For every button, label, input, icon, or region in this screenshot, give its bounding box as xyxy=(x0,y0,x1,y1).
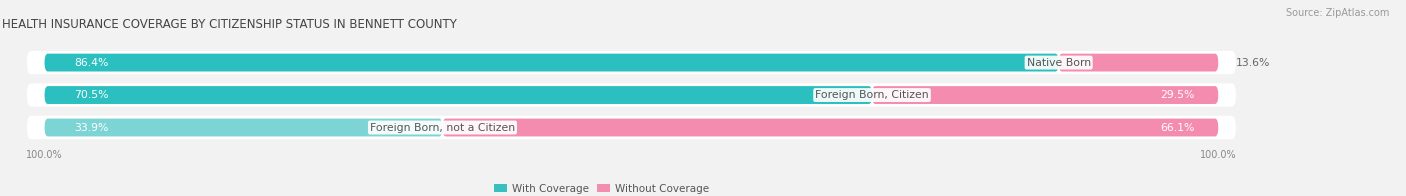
FancyBboxPatch shape xyxy=(45,54,1059,72)
FancyBboxPatch shape xyxy=(27,83,1236,107)
FancyBboxPatch shape xyxy=(45,86,872,104)
Text: 66.1%: 66.1% xyxy=(1160,122,1195,132)
Legend: With Coverage, Without Coverage: With Coverage, Without Coverage xyxy=(489,180,713,196)
FancyBboxPatch shape xyxy=(45,119,443,136)
Text: 13.6%: 13.6% xyxy=(1236,58,1270,68)
Text: Foreign Born, Citizen: Foreign Born, Citizen xyxy=(815,90,929,100)
Text: Native Born: Native Born xyxy=(1026,58,1091,68)
Text: 70.5%: 70.5% xyxy=(75,90,108,100)
FancyBboxPatch shape xyxy=(27,116,1236,139)
FancyBboxPatch shape xyxy=(27,51,1236,74)
FancyBboxPatch shape xyxy=(1059,54,1218,72)
Text: HEALTH INSURANCE COVERAGE BY CITIZENSHIP STATUS IN BENNETT COUNTY: HEALTH INSURANCE COVERAGE BY CITIZENSHIP… xyxy=(3,18,457,31)
Text: 86.4%: 86.4% xyxy=(75,58,108,68)
Text: Foreign Born, not a Citizen: Foreign Born, not a Citizen xyxy=(370,122,515,132)
FancyBboxPatch shape xyxy=(872,86,1218,104)
Text: 29.5%: 29.5% xyxy=(1160,90,1195,100)
Text: 33.9%: 33.9% xyxy=(75,122,108,132)
FancyBboxPatch shape xyxy=(443,119,1218,136)
Text: Source: ZipAtlas.com: Source: ZipAtlas.com xyxy=(1285,8,1389,18)
